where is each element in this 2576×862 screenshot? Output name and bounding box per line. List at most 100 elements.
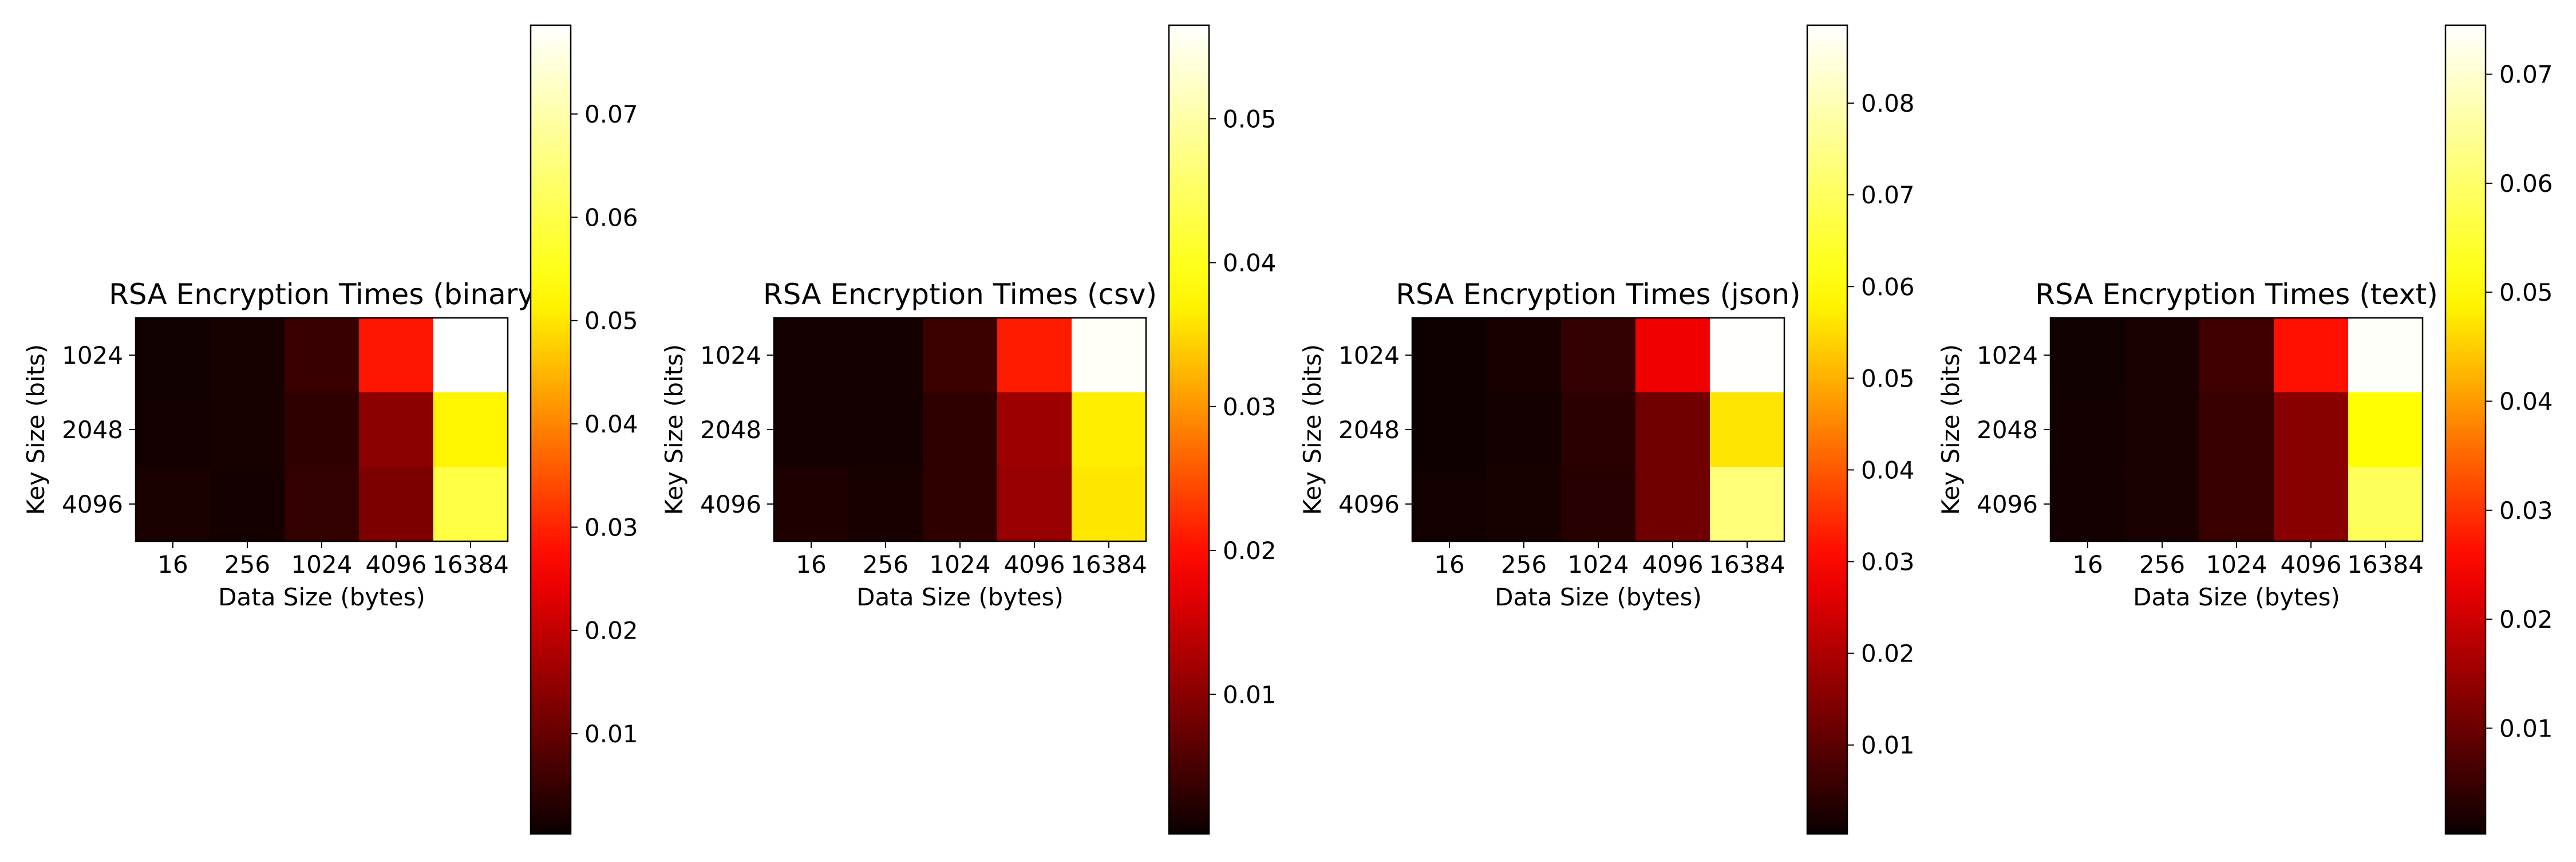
x-axis-label: Data Size (bytes) [218,583,425,611]
y-tick-label: 1024 [1977,341,2038,369]
heatmap-cell [2274,467,2349,542]
colorbar-tick-label: 0.01 [1223,680,1277,709]
heatmap-cell [1487,467,1562,542]
heatmap-cell [1561,392,1636,467]
colorbar-frame [1806,24,1848,835]
x-axis-label: Data Size (bytes) [1495,583,1702,611]
heatmap-cell [1072,392,1147,467]
heatmap-cell [2199,467,2274,542]
colorbar-tick-label: 0.04 [2499,388,2553,416]
heatmap-cell [1710,467,1785,542]
heatmap-cell [997,467,1072,542]
heatmap-cell [210,392,285,467]
heatmap-cell [1412,467,1487,542]
y-tick-label: 1024 [1338,341,1400,369]
colorbar-tick-label: 0.06 [584,203,638,231]
heatmap-cell [359,467,434,542]
y-tick-label: 1024 [62,341,123,369]
heatmap-cell [2125,392,2200,467]
heatmap-cell [1635,467,1710,542]
heatmap-cell [1487,392,1562,467]
heatmap-cell [2348,392,2423,467]
y-tick-label: 2048 [1338,416,1400,444]
colorbar-tick-label: 0.03 [2499,497,2553,525]
x-tick-label: 1024 [291,550,353,578]
colorbar-tick-label: 0.01 [2499,714,2553,742]
x-tick-label: 256 [2139,550,2185,578]
heatmap-cell [848,467,923,542]
heatmap-cell [210,318,285,393]
x-tick-label: 16 [1434,550,1464,578]
heatmap-cell [2050,467,2125,542]
heatmap-cell [2050,392,2125,467]
y-axis-label: Key Size (bits) [660,344,688,515]
x-tick-label: 4096 [366,550,427,578]
x-tick-label: 4096 [2281,550,2342,578]
heatmap-cell [1072,467,1147,542]
heatmap-cell [1710,318,1785,393]
x-tick-label: 1024 [2206,550,2267,578]
y-tick-label: 4096 [700,490,761,518]
x-tick-label: 16384 [1709,550,1785,578]
colorbar-tick-label: 0.02 [2499,605,2553,633]
colorbar-tick-label: 0.05 [584,307,638,335]
heatmap-cell [433,467,508,542]
x-tick-label: 1024 [930,550,991,578]
y-axis-label: Key Size (bits) [1937,344,1965,515]
colorbar-gradient [2445,25,2486,834]
colorbar-tick-label: 0.03 [1223,393,1277,421]
x-tick-label: 1024 [1568,550,1629,578]
colorbar-tick-label: 0.05 [1861,364,1915,392]
colorbar-tick-label: 0.07 [584,100,638,128]
heatmap-cell [774,392,849,467]
heatmap-cell [774,318,849,393]
heatmap-cell [1710,392,1785,467]
heatmap-cell [136,392,211,467]
colorbar-tick-label: 0.04 [1861,456,1915,484]
x-tick-label: 16384 [432,550,509,578]
y-tick-label: 4096 [1977,490,2038,518]
colorbar-tick-label: 0.06 [2499,170,2553,198]
heatmap-cell [923,467,998,542]
heatmap-cell [2274,318,2349,393]
heatmap-cell [433,392,508,467]
heatmap-cell [285,392,359,467]
colorbar-tick-label: 0.03 [1861,548,1915,576]
heatmap-cell [774,467,849,542]
chart-title: RSA Encryption Times (binary [109,278,535,311]
heatmap-cell [2125,467,2200,542]
heatmap-cell [1561,318,1636,393]
colorbar-tick-label: 0.03 [584,513,638,541]
colorbar-tick-label: 0.04 [1223,249,1277,277]
heatmap-cell [2274,392,2349,467]
x-tick-label: 256 [863,550,908,578]
colorbar-tick-label: 0.07 [2499,61,2553,89]
colorbar-gradient [1169,25,1209,834]
y-axis-label: Key Size (bits) [22,344,50,515]
colorbar-tick-label: 0.02 [584,617,638,645]
heatmap-cell [1487,318,1562,393]
heatmap-cell [2050,318,2125,393]
colorbar-tick-label: 0.08 [1861,89,1915,117]
heatmap-cell [285,467,359,542]
y-tick-label: 4096 [1338,490,1400,518]
colorbar-tick-label: 0.02 [1861,640,1915,668]
heatmap-cell [1412,318,1487,393]
heatmap-cell [2125,318,2200,393]
x-axis-label: Data Size (bytes) [856,583,1064,611]
heatmap-cell [210,467,285,542]
colorbar-gradient [1807,25,1847,834]
x-axis-label: Data Size (bytes) [2133,583,2340,611]
y-tick-label: 1024 [700,341,761,369]
heatmap-cell [997,392,1072,467]
heatmap-cell [2199,318,2274,393]
x-tick-label: 16 [796,550,826,578]
heatmap-cell [136,467,211,542]
chart-title: RSA Encryption Times (json) [1396,278,1800,311]
y-tick-label: 2048 [1977,416,2038,444]
heatmap-cell [2199,392,2274,467]
x-tick-label: 16384 [2347,550,2424,578]
colorbar-gradient [531,25,571,834]
